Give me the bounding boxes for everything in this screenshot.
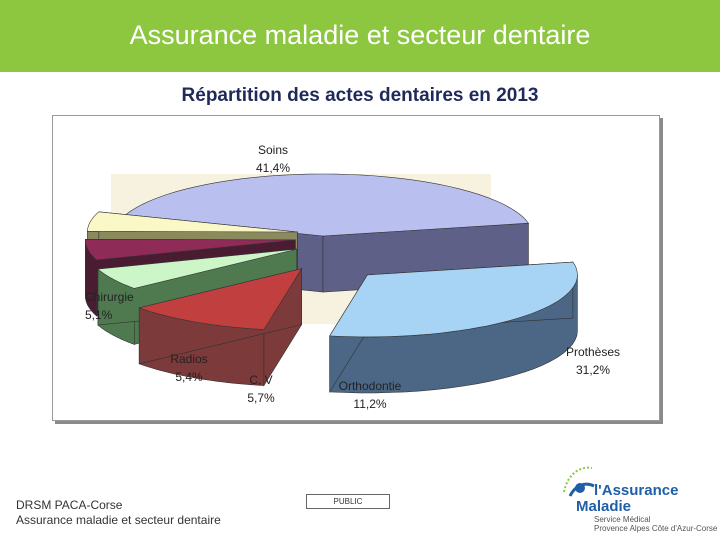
slice-label: Orthodontie	[339, 379, 402, 393]
slice-top	[85, 238, 296, 261]
slice-value-label: 5,7%	[247, 391, 275, 405]
slice-value-label: 11,2%	[353, 397, 386, 411]
logo-text-line-1: l'Assurance	[594, 482, 679, 499]
slice-label: Radios	[170, 352, 207, 366]
pie-slice-prothèses	[329, 261, 578, 394]
chart-frame: Soins 41,4% Prothèses 31,2% Orthodontie 11,2%…	[52, 115, 660, 421]
slice-top	[329, 261, 578, 338]
slice-label: Soins	[258, 143, 288, 157]
footer-line-2: Assurance maladie et secteur dentaire	[16, 513, 221, 527]
slice-top	[123, 173, 529, 237]
slice-label: Prothèses	[566, 345, 620, 359]
slice-value-label: 31,2%	[576, 363, 610, 377]
logo-text-line-3: Service Médical	[594, 515, 651, 524]
logo-swoosh-icon	[563, 466, 595, 497]
pie-chart: Soins 41,4% Prothèses 31,2% Orthodontie 11,2%…	[85, 143, 620, 411]
chart-title: Répartition des actes dentaires en 2013	[181, 85, 539, 106]
pie-slice-orthodontie	[138, 267, 303, 387]
logo-text-line-4: Provence Alpes Côte d'Azur-Corse	[594, 524, 718, 533]
header-bar: Assurance maladie et secteur dentaire	[0, 0, 720, 72]
page-title: Assurance maladie et secteur dentaire	[129, 20, 591, 50]
slice-value-label: 5,1%	[85, 308, 113, 322]
slice-value-label: 41,4%	[256, 161, 290, 175]
slice-top	[97, 248, 297, 289]
footer: DRSM PACA-Corse Assurance maladie et sec…	[16, 498, 221, 528]
footer-line-1: DRSM PACA-Corse	[16, 498, 123, 512]
slice-label: Chirurgie	[85, 290, 134, 304]
slice-top	[138, 268, 303, 330]
assurance-maladie-logo: l'Assurance Maladie Service Médical Prov…	[558, 462, 718, 538]
slice-value-label: 5,4%	[175, 370, 203, 384]
logo-text-line-2: Maladie	[576, 498, 632, 515]
public-badge: PUBLIC	[306, 494, 390, 509]
slice-top	[87, 211, 298, 233]
slice-label: C, V	[249, 373, 272, 387]
